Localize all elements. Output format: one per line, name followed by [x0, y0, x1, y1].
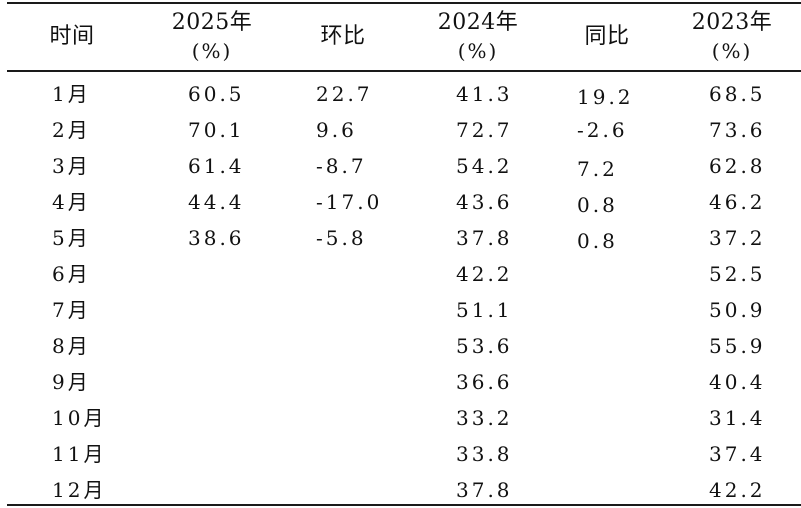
y2024-cell: 33.8 — [456, 442, 513, 466]
month-cell: 7月 — [52, 298, 91, 322]
y2023-cell: 50.9 — [709, 298, 766, 322]
y2025-header-title: 2025年 — [171, 10, 253, 35]
mom-cell: 9.6 — [316, 118, 357, 142]
y2024-cell: 72.7 — [456, 118, 513, 142]
y2024-header-title: 2024年 — [437, 10, 519, 35]
y2024-cell: 41.3 — [456, 82, 513, 106]
y2024-cell: 37.8 — [456, 478, 513, 502]
mom-header-title: 环比 — [320, 24, 366, 49]
table-bottom-rule — [7, 504, 801, 506]
yoy-cell: -2.6 — [577, 118, 628, 142]
mom-cell: -17.0 — [316, 190, 383, 214]
y2025-cell: 70.1 — [188, 118, 245, 142]
y2023-cell: 31.4 — [709, 406, 766, 430]
month-cell: 8月 — [52, 334, 91, 358]
yoy-cell: 7.2 — [577, 157, 618, 181]
mom-cell: -8.7 — [316, 154, 367, 178]
y2023-cell: 40.4 — [709, 370, 766, 394]
y2024-cell: 37.8 — [456, 226, 513, 250]
yoy-header-title: 同比 — [584, 24, 630, 49]
mom-header: 环比 — [283, 6, 403, 68]
y2024-cell: 43.6 — [456, 190, 513, 214]
mom-cell: 22.7 — [316, 82, 373, 106]
y2024-header: 2024年 (%) — [418, 6, 538, 68]
y2023-cell: 73.6 — [709, 118, 766, 142]
y2025-cell: 44.4 — [188, 190, 245, 214]
y2023-header-title: 2023年 — [691, 10, 773, 35]
y2023-cell: 55.9 — [709, 334, 766, 358]
time-header: 时间 — [12, 6, 132, 68]
table-top-rule — [7, 2, 801, 4]
month-cell: 11月 — [52, 442, 107, 466]
y2024-cell: 36.6 — [456, 370, 513, 394]
y2023-cell: 68.5 — [709, 82, 766, 106]
y2025-cell: 61.4 — [188, 154, 245, 178]
month-cell: 4月 — [52, 190, 91, 214]
month-cell: 9月 — [52, 370, 91, 394]
y2023-cell: 37.2 — [709, 226, 766, 250]
month-cell: 6月 — [52, 262, 91, 286]
y2023-cell: 37.4 — [709, 442, 766, 466]
yoy-cell: 19.2 — [577, 85, 634, 109]
month-cell: 12月 — [52, 478, 107, 502]
y2024-header-unit: (%) — [457, 39, 499, 63]
y2023-header-unit: (%) — [711, 39, 753, 63]
y2025-cell: 38.6 — [188, 226, 245, 250]
month-cell: 3月 — [52, 154, 91, 178]
month-cell: 2月 — [52, 118, 91, 142]
time-header-title: 时间 — [49, 24, 95, 49]
yoy-header: 同比 — [547, 6, 667, 68]
y2025-header: 2025年 (%) — [152, 6, 272, 68]
y2024-cell: 53.6 — [456, 334, 513, 358]
month-cell: 10月 — [52, 406, 107, 430]
y2024-cell: 42.2 — [456, 262, 513, 286]
y2023-cell: 42.2 — [709, 478, 766, 502]
yoy-cell: 0.8 — [577, 229, 618, 253]
y2024-cell: 54.2 — [456, 154, 513, 178]
mom-cell: -5.8 — [316, 226, 367, 250]
y2024-cell: 33.2 — [456, 406, 513, 430]
month-cell: 5月 — [52, 226, 91, 250]
y2024-cell: 51.1 — [456, 298, 513, 322]
y2023-header: 2023年 (%) — [672, 6, 792, 68]
table-header-rule — [7, 70, 801, 72]
y2025-cell: 60.5 — [188, 82, 245, 106]
y2025-header-unit: (%) — [191, 39, 233, 63]
yoy-cell: 0.8 — [577, 193, 618, 217]
month-cell: 1月 — [52, 82, 91, 106]
y2023-cell: 52.5 — [709, 262, 766, 286]
y2023-cell: 46.2 — [709, 190, 766, 214]
y2023-cell: 62.8 — [709, 154, 766, 178]
